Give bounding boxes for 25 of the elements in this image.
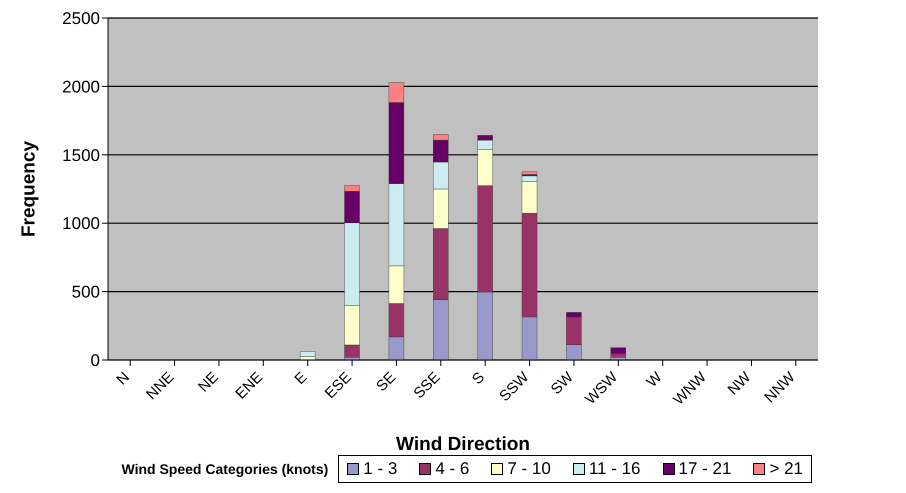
y-tick-label: 1500 (62, 146, 100, 165)
legend-title: Wind Speed Categories (knots) (121, 461, 328, 477)
y-tick-label: 0 (90, 351, 100, 370)
x-tick-label: S (468, 368, 488, 388)
y-tick-label: 1000 (62, 214, 100, 234)
legend-label: 7 - 10 (506, 459, 551, 479)
y-axis-title: Frequency (18, 140, 40, 238)
x-tick-label: NE (195, 368, 222, 396)
legend-label: > 21 (768, 459, 803, 479)
y-tick-label: 2000 (62, 77, 100, 96)
y-tick-label: 500 (72, 282, 100, 302)
x-tick-label: N (113, 368, 134, 388)
x-tick-label: SE (373, 368, 400, 395)
bar (300, 351, 316, 357)
x-tick-label: NW (724, 368, 755, 399)
legend-label: 1 - 3 (362, 459, 398, 479)
x-tick-label: E (291, 368, 311, 388)
y-tick-label: 2500 (62, 9, 100, 28)
x-tick-label: SW (548, 368, 578, 398)
x-tick-label: W (643, 368, 666, 391)
bar (610, 347, 626, 354)
legend-label: 17 - 21 (678, 459, 732, 479)
legend-label: 11 - 16 (588, 459, 640, 479)
x-axis-title: Wind Direction (396, 434, 530, 455)
legend-label: 4 - 6 (434, 459, 470, 479)
